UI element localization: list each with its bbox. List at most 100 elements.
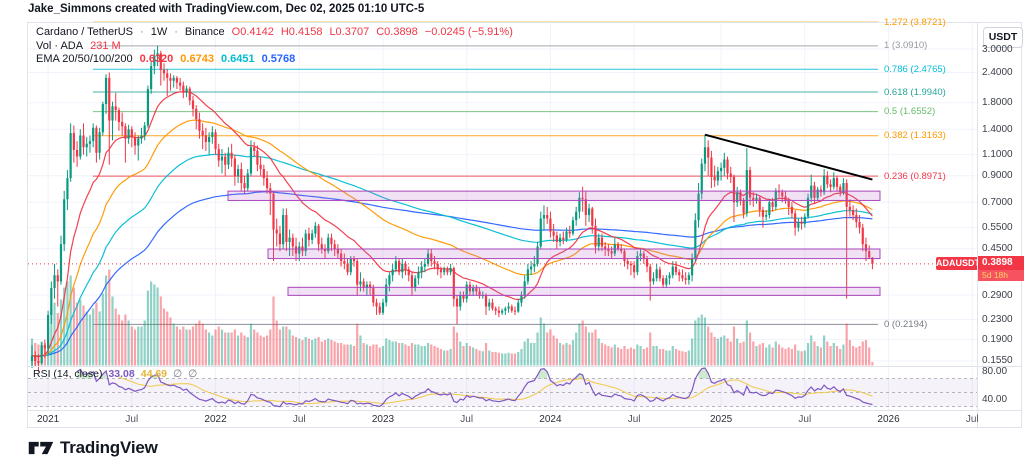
candle-body xyxy=(423,263,426,267)
price-axis-label[interactable]: 0.7000 xyxy=(982,196,1013,208)
volume-bar xyxy=(623,346,626,366)
volume-bar xyxy=(323,340,327,366)
candle-body xyxy=(806,197,810,217)
candle-body xyxy=(359,281,362,285)
symbol-legend-row[interactable]: Cardano / TetherUS · 1W · Binance O0.414… xyxy=(36,26,513,38)
candle-body xyxy=(307,233,311,240)
candle-body xyxy=(262,168,265,179)
volume-bar xyxy=(742,341,745,366)
candle-body xyxy=(707,147,710,158)
volume-bar xyxy=(349,344,352,366)
volume-legend-row[interactable]: Vol · ADA 231 M xyxy=(36,40,121,52)
volume-bar xyxy=(752,341,755,366)
fib-level-label: 0.618 (1.9940) xyxy=(884,86,946,98)
price-axis-label[interactable]: 0.9000 xyxy=(982,170,1013,182)
volume-bar xyxy=(146,290,150,366)
volume-bar xyxy=(562,344,565,366)
price-axis-label[interactable]: 1.8000 xyxy=(982,97,1013,109)
candle-body xyxy=(75,149,79,157)
time-axis-label[interactable]: 2024 xyxy=(539,414,562,425)
rsi-legend-row[interactable]: RSI (14, close) 33.08 44.69 ∅ ∅ xyxy=(33,368,197,380)
candle-body xyxy=(562,237,565,240)
price-axis-label[interactable]: 0.2300 xyxy=(982,313,1013,325)
candlesticks xyxy=(30,45,874,372)
volume-bar xyxy=(410,343,414,366)
volume-bar xyxy=(771,347,774,366)
candle-body xyxy=(343,261,346,264)
candle-body xyxy=(124,126,127,139)
candle-body xyxy=(462,295,465,299)
rsi-axis-label[interactable]: 40.00 xyxy=(982,394,1008,405)
candle-body xyxy=(848,206,851,211)
symbol-name[interactable]: Cardano / TetherUS xyxy=(36,26,134,38)
volume-bar xyxy=(806,343,810,366)
time-axis-label[interactable]: Jul xyxy=(798,414,812,425)
candle-body xyxy=(201,130,204,136)
volume-bar xyxy=(868,347,871,366)
volume-bar xyxy=(633,349,636,366)
price-axis-label[interactable]: 0.1900 xyxy=(982,334,1013,346)
interval-label[interactable]: 1W xyxy=(150,26,168,38)
candle-body xyxy=(465,284,468,299)
support-resistance-zones xyxy=(227,190,881,296)
volume-bar xyxy=(533,343,536,366)
volume-bar xyxy=(92,308,95,366)
price-axis-label[interactable]: 0.5500 xyxy=(982,222,1013,234)
volume-bar xyxy=(333,341,336,366)
price-axis-label[interactable]: 3.0000 xyxy=(982,43,1013,55)
price-axis-label[interactable]: 1.4000 xyxy=(982,123,1013,135)
candle-body xyxy=(513,310,517,312)
price-axis-label[interactable]: 2.4000 xyxy=(982,66,1013,78)
candle-body xyxy=(703,147,707,164)
volume-bar xyxy=(365,344,368,366)
time-axis-label[interactable]: Jul xyxy=(460,414,474,425)
time-axis-label[interactable]: Jul xyxy=(627,414,641,425)
candle-body xyxy=(88,141,92,144)
volume-bar xyxy=(211,335,214,366)
time-axis-label[interactable]: Jul xyxy=(292,414,306,425)
candle-body xyxy=(153,56,156,67)
ema-legend-row[interactable]: EMA 20/50/100/200 0.6320 0.6743 0.6451 0… xyxy=(36,53,295,65)
candle-body xyxy=(616,244,620,249)
tradingview-logo[interactable]: TradingView xyxy=(28,438,158,458)
time-axis-label[interactable]: 2022 xyxy=(204,414,227,425)
candle-body xyxy=(259,164,262,169)
rsi-axis-label[interactable]: 80.00 xyxy=(982,366,1008,377)
time-axis-label[interactable]: 2021 xyxy=(36,414,60,425)
volume-value: 231 M xyxy=(90,40,121,52)
time-axis-label[interactable]: 2025 xyxy=(709,414,733,425)
volume-bar xyxy=(330,340,333,366)
price-axis-label[interactable]: 0.4500 xyxy=(982,243,1013,255)
candle-body xyxy=(195,108,198,120)
volume-bar xyxy=(484,343,488,366)
candle-body xyxy=(542,215,546,219)
candle-body xyxy=(713,176,716,181)
volume-bar xyxy=(98,311,101,366)
candle-body xyxy=(63,199,66,245)
candle-body xyxy=(565,231,568,240)
volume-bar xyxy=(272,296,275,366)
rsi-pane xyxy=(28,367,977,408)
price-axis-label[interactable]: 0.1550 xyxy=(982,355,1013,367)
price-axis-label[interactable]: 0.2900 xyxy=(982,289,1013,301)
candle-body xyxy=(378,306,381,313)
volume-bar xyxy=(703,317,707,366)
price-axis-label[interactable]: 1.1000 xyxy=(982,149,1013,161)
time-axis-label[interactable]: Jul xyxy=(125,414,139,425)
candle-body xyxy=(578,197,581,212)
fib-retracement xyxy=(93,21,878,325)
ema-label: EMA 20/50/100/200 xyxy=(36,53,133,65)
volume-bar xyxy=(455,332,459,366)
volume-bar xyxy=(497,352,500,366)
volume-bar xyxy=(426,343,430,366)
ohlc-open: O0.4142 xyxy=(231,26,274,38)
time-axis-label[interactable]: Jul xyxy=(965,414,979,425)
volume-bar xyxy=(121,320,124,366)
time-axis-label[interactable]: 2023 xyxy=(371,414,395,425)
currency-toggle-button[interactable]: USDT xyxy=(983,27,1023,48)
candle-body xyxy=(352,258,356,262)
candle-body xyxy=(839,186,842,193)
volume-bar xyxy=(162,308,166,366)
time-axis-label[interactable]: 2026 xyxy=(877,414,900,425)
